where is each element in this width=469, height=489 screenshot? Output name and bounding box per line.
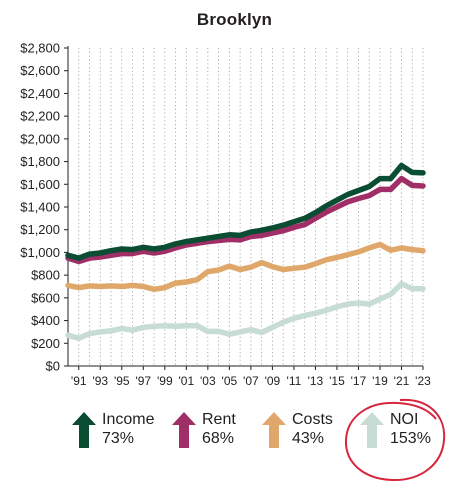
x-tick-label: '03 bbox=[200, 374, 216, 388]
x-tick-label: '11 bbox=[287, 374, 302, 388]
y-tick-label: $1,600 bbox=[20, 177, 60, 192]
legend-percent: 73% bbox=[102, 430, 135, 447]
x-tick-label: '97 bbox=[135, 374, 151, 388]
y-tick-label: $600 bbox=[31, 290, 60, 305]
legend-percent: 153% bbox=[390, 430, 431, 447]
arrow-up-icon bbox=[262, 412, 286, 448]
legend-percent: 68% bbox=[202, 430, 235, 447]
y-tick-label: $2,000 bbox=[20, 131, 60, 146]
x-tick-label: '13 bbox=[308, 374, 324, 388]
y-tick-labels: $0 $200 $400 $600 $800 $1,000 $1,200 $1,400 $1,6… bbox=[20, 41, 60, 374]
y-tick-label: $2,800 bbox=[20, 41, 60, 56]
arrow-up-icon bbox=[172, 412, 196, 448]
x-tick-label: '01 bbox=[179, 374, 195, 388]
axes bbox=[64, 46, 424, 370]
series-line-income bbox=[65, 162, 426, 261]
x-tick-label: '19 bbox=[372, 374, 388, 388]
legend-label: Rent bbox=[202, 411, 236, 428]
y-tick-label: $1,200 bbox=[20, 222, 60, 237]
x-tick-label: '05 bbox=[222, 374, 238, 388]
arrow-up-icon bbox=[360, 412, 384, 448]
y-tick-label: $2,600 bbox=[20, 63, 60, 78]
y-tick-label: $2,400 bbox=[20, 86, 60, 101]
red-circle-annotation bbox=[344, 398, 446, 482]
legend-label: NOI bbox=[390, 411, 419, 428]
x-tick-label: '93 bbox=[92, 374, 108, 388]
y-tick-label: $0 bbox=[46, 359, 60, 374]
series-line-rent bbox=[65, 175, 426, 265]
x-tick-label: '09 bbox=[265, 374, 281, 388]
x-tick-label: '99 bbox=[157, 374, 173, 388]
series-line-costs bbox=[65, 241, 426, 293]
chart-title: Brooklyn bbox=[196, 10, 273, 29]
x-tick-labels: '91 '93 '95 '97 '99 '01 '03 '05 '07 '09 '11 '13 '15 '… bbox=[71, 374, 431, 388]
x-tick-label: '21 bbox=[394, 374, 410, 388]
series-lines bbox=[65, 162, 426, 341]
x-tick-label: '91 bbox=[71, 374, 87, 388]
y-tick-label: $1,400 bbox=[20, 200, 60, 215]
grid-lines bbox=[67, 48, 424, 366]
x-tick-label: '15 bbox=[329, 374, 345, 388]
y-tick-label: $800 bbox=[31, 268, 60, 283]
arrow-up-icon bbox=[72, 412, 96, 448]
y-tick-label: $200 bbox=[31, 336, 60, 351]
x-tick-label: '07 bbox=[243, 374, 259, 388]
legend-label: Income bbox=[102, 411, 155, 428]
legend-label: Costs bbox=[292, 411, 333, 428]
y-tick-label: $1,000 bbox=[20, 245, 60, 260]
y-tick-label: $1,800 bbox=[20, 154, 60, 169]
x-tick-label: '23 bbox=[415, 374, 431, 388]
legend-percent: 43% bbox=[292, 430, 325, 447]
y-tick-label: $400 bbox=[31, 313, 60, 328]
x-tick-label: '95 bbox=[114, 374, 130, 388]
series-line-noi bbox=[65, 280, 426, 341]
x-tick-label: '17 bbox=[351, 374, 367, 388]
y-tick-label: $2,200 bbox=[20, 109, 60, 124]
